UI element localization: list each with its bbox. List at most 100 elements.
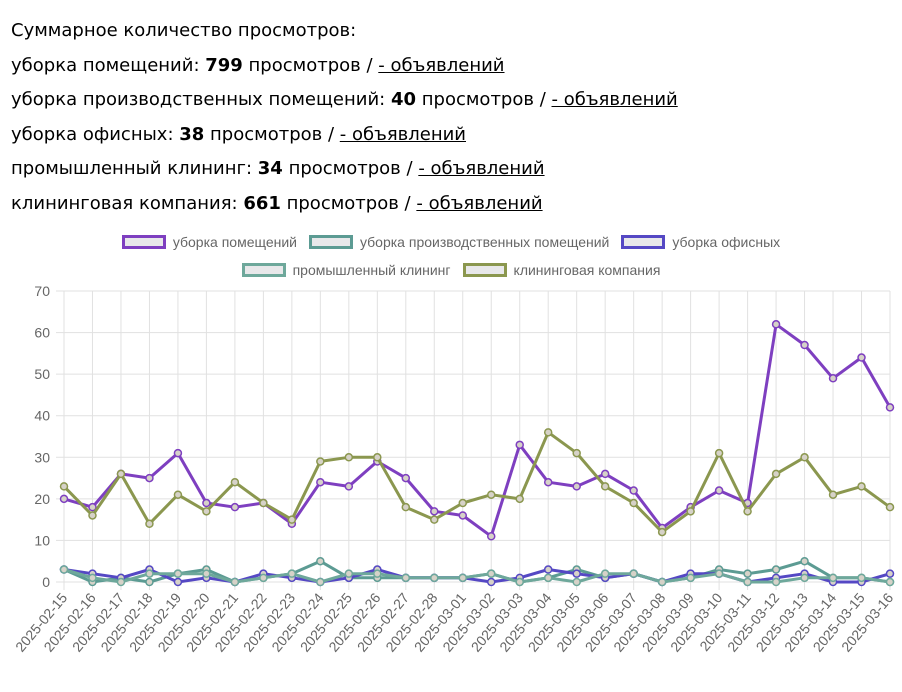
data-point [828,573,838,583]
ads-link[interactable]: - объявлений [339,123,466,145]
y-tick-label: 0 [42,574,50,590]
data-point [657,577,667,587]
data-point [629,569,638,578]
data-point [885,577,895,587]
data-point [373,569,382,578]
y-tick-label: 20 [34,491,50,507]
data-point [145,569,154,578]
legend-label: промышленный клининг [292,262,451,278]
data-point [344,482,354,491]
data-point [59,565,69,574]
data-point [743,569,752,578]
data-point [88,573,97,583]
data-point [515,440,524,450]
data-point [600,469,610,479]
legend-label: клининговая компания [513,262,661,278]
data-point [743,577,752,587]
summary-suffix: просмотров / [416,89,552,110]
legend-item-uborka-ofisnykh[interactable]: уборка офисных [621,234,780,250]
summary-suffix: просмотров / [242,54,379,76]
data-point [202,507,211,516]
data-point [515,577,524,587]
data-point [714,569,724,578]
y-tick-label: 30 [34,449,50,465]
data-point [401,502,411,512]
data-point [543,428,553,437]
y-tick-label: 60 [34,325,50,341]
data-point [230,477,240,487]
legend-item-kliningovaya-kompaniya[interactable]: клининговая компания [462,262,661,278]
data-point [145,577,154,587]
data-point [714,448,724,458]
data-point [486,532,496,541]
data-point [572,448,581,458]
data-point [771,469,781,479]
data-point [657,527,667,537]
legend-swatch [462,263,507,277]
chart-series [59,320,895,587]
data-point [686,573,695,583]
ads-link[interactable]: - объявлений [418,158,545,179]
summary-label: уборка производственных помещений: [11,89,391,110]
legend-swatch [309,235,353,249]
chart-legend-row-1: уборка помещений уборка производственных… [0,234,902,250]
data-point [486,577,496,587]
legend-label: уборка производственных помещений [360,234,610,250]
summary-label: уборка офисных: [11,123,180,145]
ads-link[interactable]: - объявлений [416,192,543,214]
data-point [458,573,468,583]
y-tick-label: 50 [34,366,50,382]
summary-row: уборка производственных помещений: 40 пр… [11,83,678,118]
series-3 [59,565,895,587]
data-point [572,569,581,578]
legend-swatch [241,263,286,277]
views-count: 34 [257,158,283,179]
data-point [857,353,866,362]
legend-swatch [121,235,166,249]
y-tick-label: 70 [34,283,50,299]
data-point [686,507,695,516]
data-point [145,473,154,483]
data-point [800,340,809,350]
data-point [430,507,439,516]
chart-grid [56,290,891,590]
summary-label: промышленный клининг: [11,158,258,179]
data-point [401,473,411,483]
ads-link[interactable]: - объявлений [551,89,678,110]
y-tick-label: 10 [34,532,50,548]
summary-suffix: просмотров / [282,158,419,179]
summary-row: уборка офисных: 38 просмотров / - объявл… [11,118,678,153]
data-point [629,498,638,508]
summary-suffix: просмотров / [204,123,340,145]
data-point [373,453,382,462]
legend-item-promyshlenny-klining[interactable]: промышленный клининг [241,262,451,278]
data-point [515,494,524,504]
ads-link[interactable]: - объявлений [378,54,505,76]
data-point [116,577,126,587]
data-point [316,577,325,587]
data-point [885,403,895,412]
data-point [287,515,297,524]
data-point [202,498,211,508]
data-point [743,507,752,516]
data-point [316,477,325,487]
legend-item-uborka-pomeshcheniy[interactable]: уборка помещений [121,234,297,250]
data-point [287,569,297,578]
data-point [572,482,581,491]
data-point [543,573,553,583]
data-point [800,556,809,566]
legend-item-uborka-proizvodstvennykh[interactable]: уборка производственных помещений [309,234,609,250]
data-point [202,569,211,578]
data-point [800,573,809,583]
data-point [59,482,69,491]
summary-row: клининговая компания: 661 просмотров / -… [11,187,678,222]
data-point [800,453,809,462]
data-point [543,565,553,574]
data-point [885,502,895,512]
y-tick-label: 40 [34,408,50,424]
series-0 [59,320,895,541]
chart-legend-row-2: промышленный клининг клининговая компани… [0,262,902,278]
summary-label: уборка помещений: [11,54,206,76]
data-point [173,448,183,458]
data-point [316,457,325,466]
